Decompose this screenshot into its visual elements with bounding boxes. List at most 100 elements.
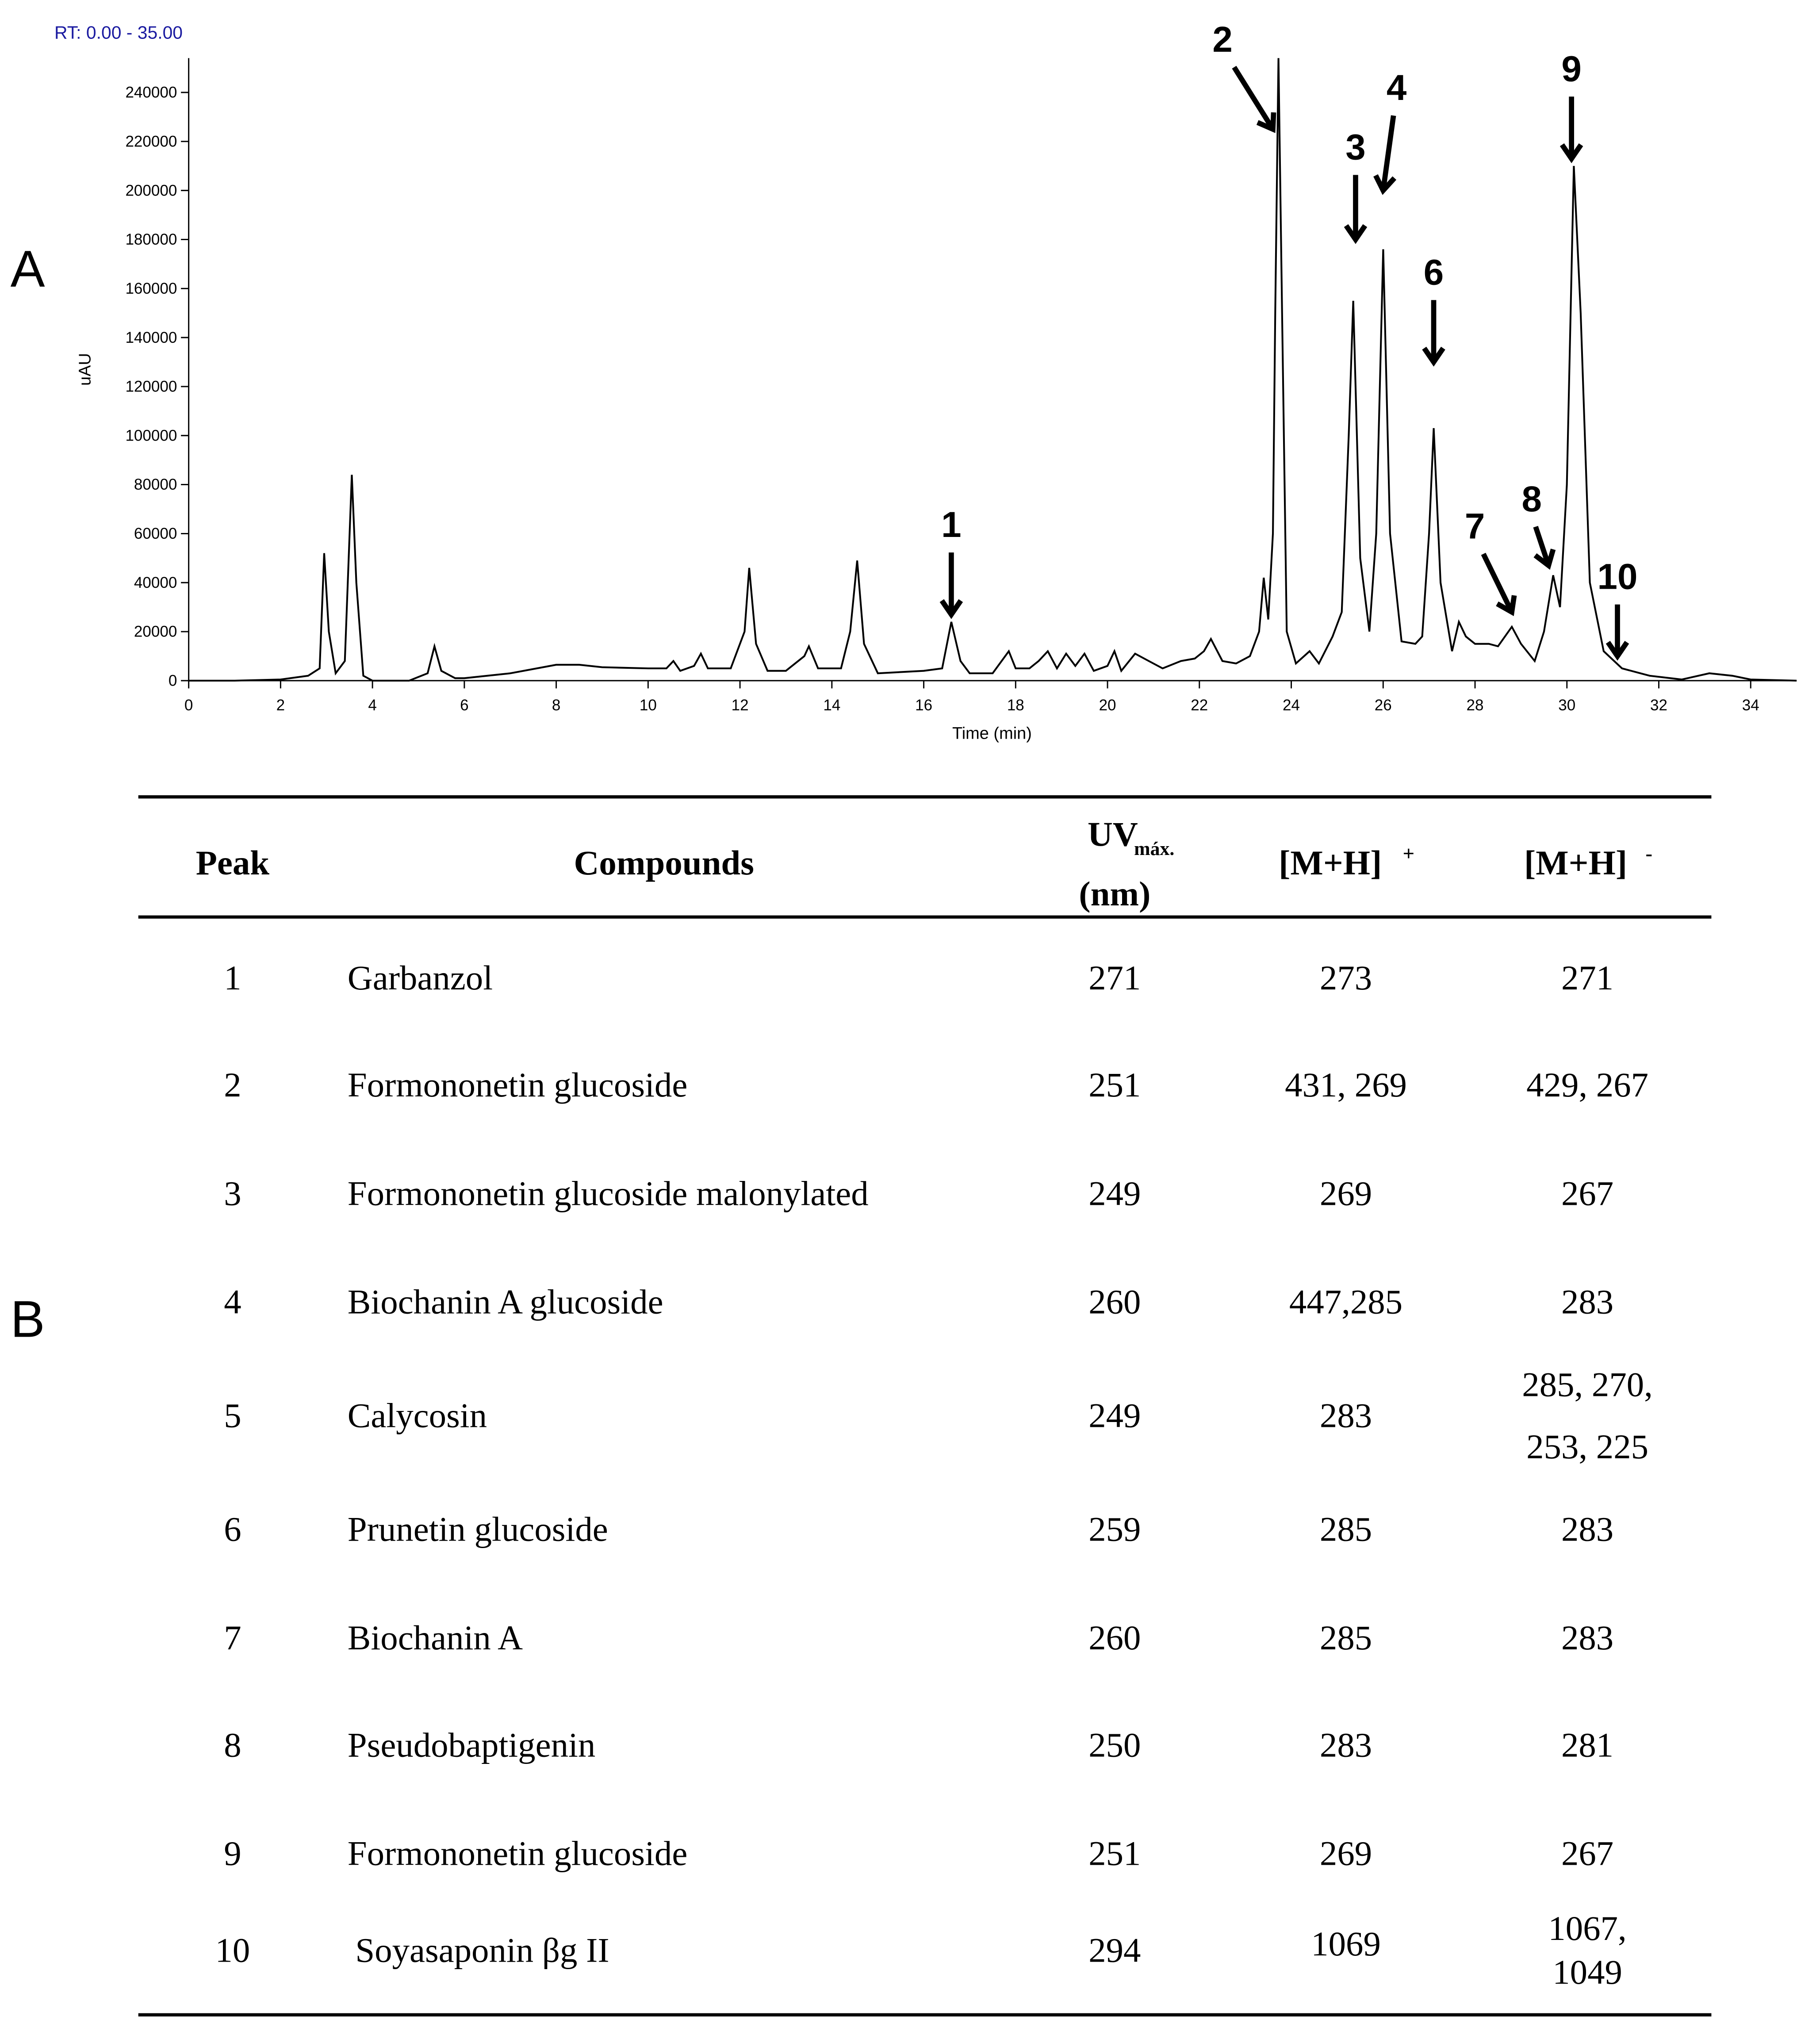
- uv-max: 294: [1088, 1932, 1141, 1970]
- annotation-label: 4: [1387, 68, 1407, 108]
- y-tick-label: 100000: [125, 427, 177, 444]
- mh-negative: 281: [1561, 1726, 1613, 1764]
- annotation-arrowhead: [1559, 143, 1583, 163]
- table-header: [M+H]: [1524, 844, 1627, 882]
- mh-negative: 283: [1561, 1510, 1613, 1549]
- y-tick-label: 240000: [125, 84, 177, 101]
- annotation-label: 3: [1345, 127, 1365, 167]
- mh-negative: 429, 267: [1526, 1066, 1648, 1104]
- y-tick-label: 200000: [125, 182, 177, 199]
- annotation-label: 10: [1598, 557, 1638, 597]
- annotation-label: 7: [1465, 506, 1485, 546]
- annotation-arrowhead: [1422, 346, 1445, 367]
- annotation-arrowhead: [1605, 640, 1629, 661]
- uv-max: 259: [1088, 1510, 1141, 1549]
- uv-max: 271: [1088, 959, 1141, 997]
- peak-number: 8: [224, 1726, 241, 1764]
- y-axis-label: uAU: [76, 353, 95, 386]
- annotation-arrowhead: [939, 599, 963, 619]
- peak-number: 4: [224, 1283, 241, 1322]
- y-tick-label: 160000: [125, 280, 177, 297]
- annotation-arrowhead: [1256, 112, 1276, 133]
- compound-name: Formononetin glucoside: [348, 1835, 687, 1873]
- peak-number: 6: [224, 1510, 241, 1549]
- chromatogram-line: [188, 58, 1797, 682]
- mh-negative: 285, 270,: [1522, 1366, 1653, 1404]
- uv-max: 249: [1088, 1174, 1141, 1213]
- peak-number: 7: [224, 1619, 241, 1657]
- mh-negative: 267: [1561, 1835, 1613, 1873]
- annotation-arrowhead: [1344, 224, 1368, 244]
- annotation-label: 2: [1212, 19, 1232, 60]
- compound-name: Formononetin glucoside malonylated: [348, 1174, 869, 1213]
- annotation-label: 1: [941, 505, 961, 545]
- y-tick-label: 60000: [134, 525, 177, 542]
- uv-max: 260: [1088, 1283, 1141, 1322]
- peak-number: 2: [224, 1066, 241, 1104]
- y-tick-label: 40000: [134, 574, 177, 591]
- compound-name: Garbanzol: [348, 959, 493, 997]
- y-tick-label: 80000: [134, 476, 177, 493]
- y-tick-label: 120000: [125, 378, 177, 395]
- annotation-label: 8: [1522, 479, 1542, 519]
- panel-label: A: [11, 240, 45, 298]
- range-label: RT: 0.00 - 35.00: [54, 23, 183, 43]
- mh-positive: 1069: [1311, 1925, 1381, 1963]
- x-tick-label: 16: [915, 697, 932, 714]
- x-tick-label: 4: [368, 697, 376, 714]
- table-header: UV: [1088, 816, 1138, 854]
- compound-name: Formononetin glucoside: [348, 1066, 687, 1104]
- uv-max: 251: [1088, 1066, 1141, 1104]
- mh-negative: 271: [1561, 959, 1613, 997]
- mh-positive: 283: [1320, 1726, 1372, 1764]
- mh-negative: 267: [1561, 1174, 1613, 1213]
- x-tick-label: 34: [1742, 697, 1759, 714]
- mh-negative: 283: [1561, 1619, 1613, 1657]
- mh-positive: 273: [1320, 959, 1372, 997]
- x-tick-label: 26: [1375, 697, 1392, 714]
- annotation-arrow: [1232, 65, 1275, 131]
- annotation-arrowhead: [1496, 595, 1517, 617]
- annotation-label: 6: [1424, 252, 1444, 292]
- peak-number: 10: [215, 1932, 250, 1970]
- x-axis-label: Time (min): [952, 724, 1032, 743]
- y-tick-label: 180000: [125, 231, 177, 248]
- mh-positive: 285: [1320, 1619, 1372, 1657]
- x-tick-label: 2: [276, 697, 285, 714]
- uv-max: 251: [1088, 1835, 1141, 1873]
- peak-number: 5: [224, 1397, 241, 1435]
- mh-positive: 283: [1320, 1397, 1372, 1435]
- mh-positive: 285: [1320, 1510, 1372, 1549]
- uv-max: 250: [1088, 1726, 1141, 1764]
- x-tick-label: 6: [460, 697, 468, 714]
- x-tick-label: 10: [640, 697, 657, 714]
- table-header: Peak: [196, 844, 270, 882]
- compound-name: Calycosin: [348, 1397, 487, 1435]
- annotation-arrowhead: [1373, 174, 1397, 195]
- annotation-arrowhead: [1533, 548, 1556, 570]
- peak-number: 9: [224, 1835, 241, 1873]
- compound-name: Prunetin glucoside: [348, 1510, 608, 1549]
- x-tick-label: 32: [1650, 697, 1667, 714]
- peak-number: 1: [224, 959, 241, 997]
- x-tick-label: 8: [552, 697, 560, 714]
- mh-positive: 269: [1320, 1835, 1372, 1873]
- x-tick-label: 0: [184, 697, 193, 714]
- panel-label: B: [11, 1290, 45, 1348]
- table-header: (nm): [1079, 875, 1150, 913]
- mh-negative: 1067,: [1548, 1909, 1626, 1948]
- compound-name: Biochanin A: [348, 1619, 523, 1657]
- mh-negative: 253, 225: [1526, 1428, 1648, 1466]
- x-tick-label: 14: [823, 697, 840, 714]
- mh-negative: 283: [1561, 1283, 1613, 1322]
- x-tick-label: 12: [732, 697, 749, 714]
- x-tick-label: 30: [1558, 697, 1575, 714]
- mh-positive: 269: [1320, 1174, 1372, 1213]
- x-tick-label: 28: [1467, 697, 1484, 714]
- x-tick-label: 24: [1283, 697, 1300, 714]
- table-header: [M+H]: [1279, 844, 1382, 882]
- compound-name: Pseudobaptigenin: [348, 1726, 596, 1764]
- mh-positive: 431, 269: [1285, 1066, 1407, 1104]
- annotation-arrow: [1380, 115, 1396, 191]
